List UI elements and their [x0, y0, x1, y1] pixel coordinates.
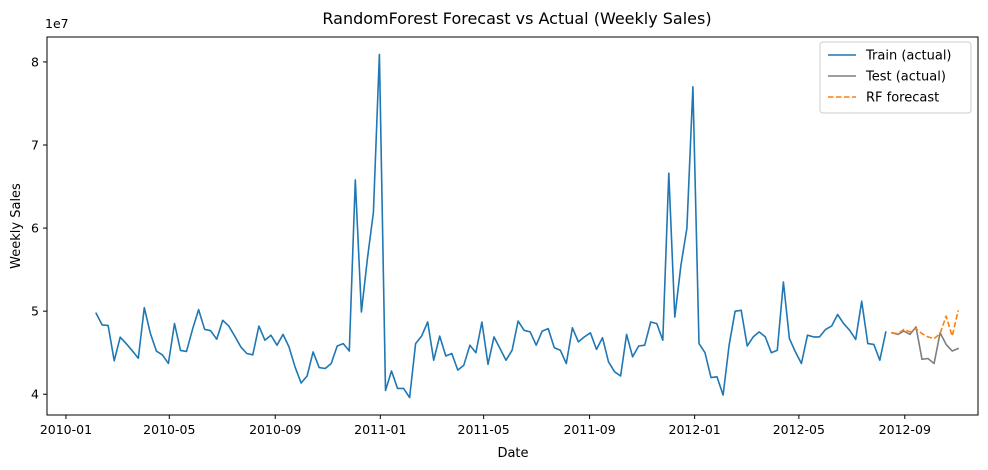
x-axis-ticks: 2010-01 2010-05 2010-09 2011-01 2011-05 2011-… [40, 415, 931, 437]
legend-label: RF forecast [866, 91, 939, 106]
y-tick-label: 8 [31, 54, 39, 69]
legend-label: Train (actual) [865, 49, 952, 64]
y-multiplier-label: 1e7 [45, 16, 69, 31]
y-tick-label: 7 [31, 138, 39, 153]
plot-area [46, 36, 979, 416]
legend-label: Test (actual) [865, 70, 946, 85]
x-tick-label: 2011-01 [354, 422, 406, 437]
plot-frame [46, 36, 979, 416]
series-layer [95, 53, 959, 399]
legend: Train (actual) Test (actual) RF forecast [819, 41, 972, 114]
x-tick-label: 2012-01 [669, 422, 721, 437]
y-tick-label: 4 [31, 387, 39, 402]
y-axis-title: Weekly Sales [9, 183, 24, 269]
chart-title: RandomForest Forecast vs Actual (Weekly … [322, 9, 711, 28]
x-tick-label: 2010-01 [40, 422, 92, 437]
x-tick-label: 2012-09 [879, 422, 931, 437]
x-tick-label: 2010-09 [249, 422, 301, 437]
x-tick-label: 2011-05 [458, 422, 510, 437]
series-line-2 [891, 310, 959, 340]
legend-box [819, 41, 972, 114]
y-tick-label: 5 [31, 304, 39, 319]
x-tick-label: 2010-05 [143, 422, 195, 437]
y-tick-label: 6 [31, 221, 39, 236]
series-line-1 [891, 326, 959, 365]
x-tick-label: 2012-05 [773, 422, 825, 437]
series-line-0 [95, 53, 887, 399]
x-tick-label: 2011-09 [563, 422, 615, 437]
y-axis-ticks: 4 5 6 7 8 [31, 54, 47, 402]
x-axis-title: Date [497, 446, 528, 461]
